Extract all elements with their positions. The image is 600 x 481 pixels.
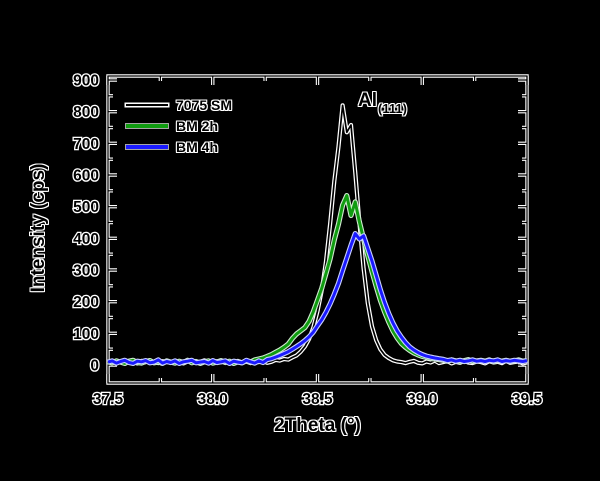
x-tick-label: 37.5 <box>93 391 124 408</box>
x-axis-title: 2Theta (°) <box>274 415 361 436</box>
legend-item-bm-4h: BM 4h <box>126 136 232 157</box>
y-tick-label: 200 <box>73 294 99 311</box>
x-tick-label: 39.0 <box>407 391 437 408</box>
y-tick-label: 600 <box>73 168 99 185</box>
x-tick-label: 38.0 <box>198 391 228 408</box>
series-halo-2 <box>107 193 528 366</box>
legend-line-sample-bm-2h <box>126 123 168 128</box>
peak-annotation: Al(111) <box>358 90 407 116</box>
legend-line-sample-bm-4h <box>126 144 168 149</box>
legend-line-sample-7075-sm <box>126 103 168 106</box>
y-tick-label: 800 <box>73 104 99 121</box>
legend-label-bm-2h: BM 2h <box>176 117 218 134</box>
peak-annotation-hkl: (111) <box>378 100 407 116</box>
y-tick-label: 500 <box>73 199 99 216</box>
y-tick-label: 0 <box>90 358 99 375</box>
y-tick-label: 900 <box>73 73 99 90</box>
x-tick-label: 39.5 <box>512 391 543 408</box>
y-axis-title: Intensity (cps) <box>28 163 49 293</box>
legend-item-bm-2h: BM 2h <box>126 115 232 136</box>
legend-label-bm-4h: BM 4h <box>176 138 218 155</box>
legend-item-7075-sm: 7075 SM <box>126 94 232 115</box>
tick-marks-minor <box>108 76 527 383</box>
y-tick-label: 400 <box>73 231 99 248</box>
x-tick-label: 38.5 <box>302 391 333 408</box>
series-line-3 <box>107 232 528 365</box>
axes-frame <box>107 75 528 384</box>
series-line-2 <box>107 194 528 365</box>
legend-label-7075-sm: 7075 SM <box>176 96 233 113</box>
y-tick-label: 700 <box>73 136 99 153</box>
y-tick-label: 100 <box>73 326 99 343</box>
legend: 7075 SM BM 2h BM 4h <box>126 94 232 157</box>
peak-annotation-element: Al <box>358 90 377 111</box>
y-tick-label: 300 <box>73 263 99 280</box>
